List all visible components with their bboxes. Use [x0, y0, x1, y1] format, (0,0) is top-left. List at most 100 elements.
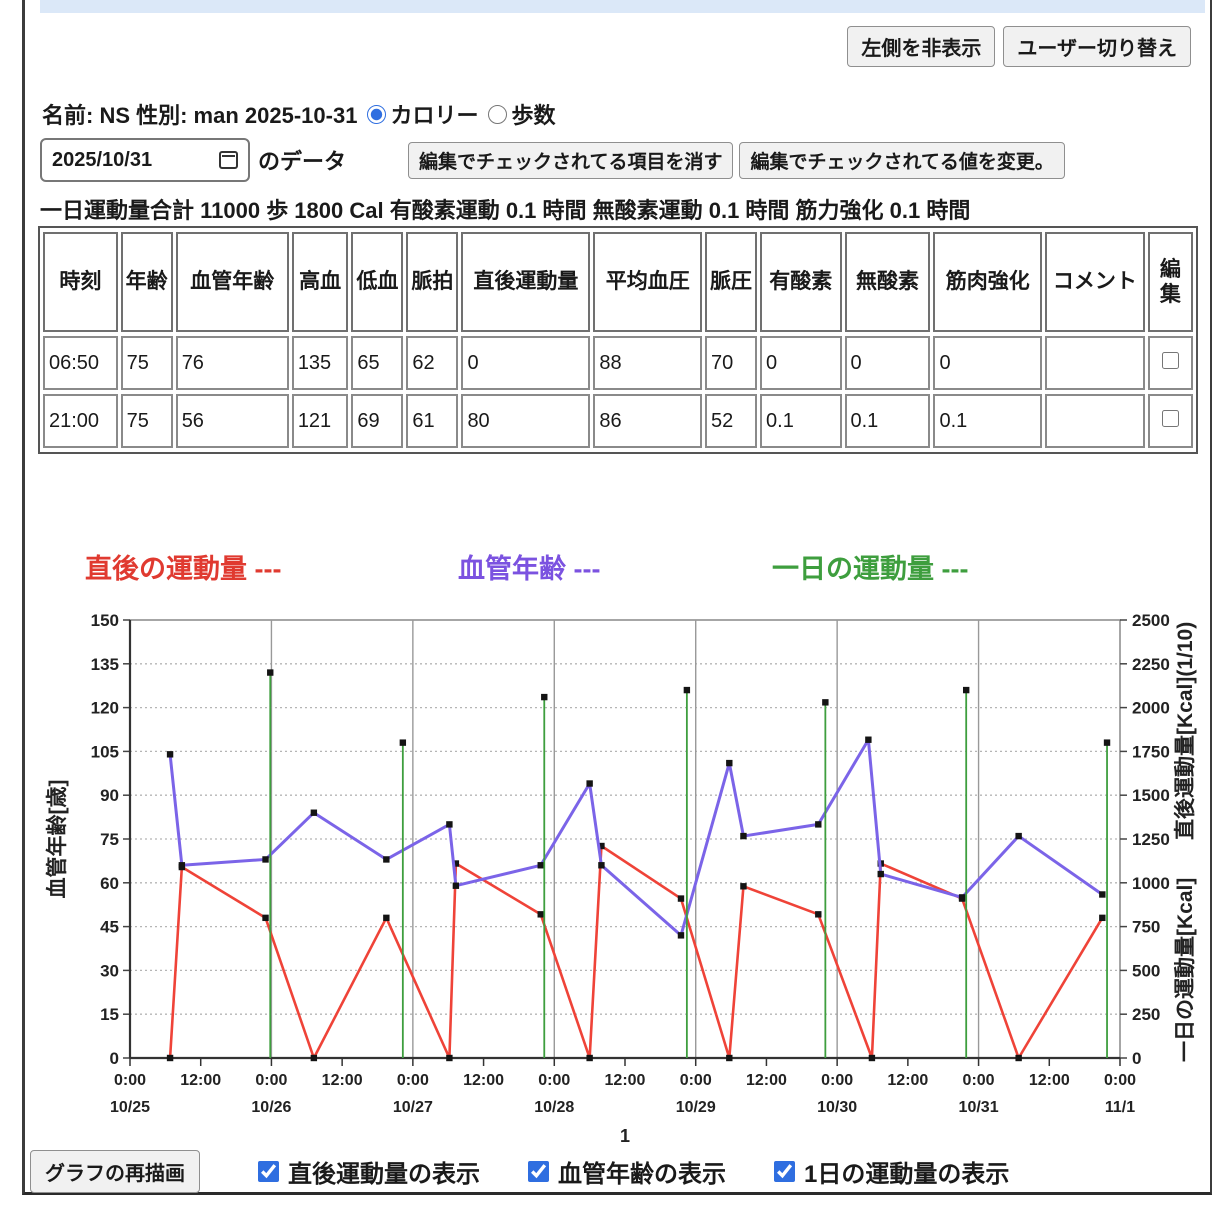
- page-frame: [22, 0, 1212, 1195]
- svg-text:12:00: 12:00: [1029, 1072, 1070, 1089]
- svg-text:0:00: 0:00: [821, 1072, 853, 1089]
- table-header-5: 脈拍: [406, 232, 459, 332]
- svg-text:10/31: 10/31: [959, 1099, 999, 1116]
- table-cell: 61: [406, 394, 459, 448]
- clear-checked-button[interactable]: 編集でチェックされてる項目を消す: [408, 141, 734, 179]
- series-checkbox-label: 直後運動量の表示: [288, 1161, 480, 1188]
- svg-text:120: 120: [91, 699, 119, 718]
- table-cell: 0.1: [933, 394, 1043, 448]
- show-series-toggle-1[interactable]: 血管年齢の表示: [528, 1154, 726, 1189]
- table-cell: 76: [175, 336, 289, 390]
- table-header-row: 時刻 年齢 血管年齢 高血 低血 脈拍 直後運動量 平均血圧 脈圧 有酸素 無酸素 筋肉強化 コメント編…: [43, 232, 1193, 332]
- radio-calorie[interactable]: [367, 104, 387, 124]
- table-cell: 121: [291, 394, 349, 448]
- calendar-icon[interactable]: [219, 151, 238, 169]
- table-cell: 70: [705, 336, 758, 390]
- svg-text:10/30: 10/30: [817, 1099, 857, 1116]
- profile-row: 名前: NS 性別: man 2025-10-31 カロリー 歩数: [42, 98, 555, 130]
- measurement-table: 時刻 年齢 血管年齢 高血 低血 脈拍 直後運動量 平均血圧 脈圧 有酸素 無酸素 筋肉強化 コメント編…: [38, 226, 1198, 454]
- radio-calorie-label[interactable]: カロリー: [367, 98, 478, 130]
- svg-text:150: 150: [91, 611, 119, 630]
- svg-text:75: 75: [100, 830, 119, 849]
- show-series-toggle-2[interactable]: 1日の運動量の表示: [774, 1154, 1009, 1189]
- table-header-2: 血管年齢: [175, 232, 289, 332]
- edit-row-checkbox[interactable]: [1161, 351, 1179, 369]
- chart: 0 0 15 250 30 500 45 750 60 1000 75 1250 90 1500 105 17…: [45, 611, 1197, 1146]
- table-cell: 0: [933, 336, 1043, 390]
- series-2: [267, 669, 1111, 1058]
- table-row: 21:00 75 56 121 69 61 80 86 52 0.1 0.1 0.1: [43, 394, 1193, 448]
- table-cell: 88: [593, 336, 703, 390]
- change-checked-button[interactable]: 編集でチェックされてる値を変更。: [739, 141, 1065, 179]
- top-blue-bar: [40, 0, 1205, 13]
- svg-text:0:00: 0:00: [538, 1072, 570, 1089]
- svg-text:12:00: 12:00: [746, 1072, 787, 1089]
- table-cell: 0: [760, 336, 842, 390]
- date-input[interactable]: 2025/10/31: [40, 138, 250, 182]
- series-1: [166, 736, 1106, 939]
- edit-row-checkbox[interactable]: [1161, 409, 1179, 427]
- table-row: 06:50 75 76 135 65 62 0 88 70 0 0 0: [43, 336, 1193, 390]
- date-value: 2025/10/31: [52, 148, 153, 171]
- redraw-graph-button[interactable]: グラフの再描画: [30, 1150, 200, 1193]
- table-cell: 21:00: [43, 394, 118, 448]
- radio-calorie-text: カロリー: [390, 103, 479, 128]
- series-checkbox-1[interactable]: [528, 1161, 549, 1182]
- svg-text:11/1: 11/1: [1105, 1099, 1135, 1116]
- y-left-axis-label: 血管年齢[歳]: [45, 780, 69, 899]
- table-body: 06:50 75 76 135 65 62 0 88 70 0 0 0 21:00 75 56 121 69 61…: [43, 336, 1193, 448]
- edit-cell: [1147, 394, 1193, 448]
- series-checkbox-label: 1日の運動量の表示: [804, 1161, 1010, 1188]
- y-right-axis-label-lower: 一日の運動量[Kcal]: [1174, 878, 1197, 1062]
- svg-text:2500: 2500: [1132, 611, 1170, 630]
- table-cell: 56: [175, 394, 289, 448]
- svg-text:0:00: 0:00: [963, 1072, 995, 1089]
- daily-summary: 一日運動量合計 11000 歩 1800 Cal 有酸素運動 0.1 時間 無酸…: [40, 198, 971, 223]
- table-header-10: 無酸素: [844, 232, 931, 332]
- svg-text:0:00: 0:00: [114, 1072, 146, 1089]
- switch-user-button[interactable]: ユーザー切り替え: [1003, 26, 1191, 67]
- table-header-9: 有酸素: [760, 232, 842, 332]
- toolbar: 左側を非表示 ユーザー切り替え: [847, 26, 1191, 67]
- svg-text:10/26: 10/26: [251, 1099, 291, 1116]
- table-cell: 75: [120, 394, 173, 448]
- profile-text: 名前: NS 性別: man 2025-10-31: [42, 103, 358, 128]
- radio-steps[interactable]: [488, 104, 508, 124]
- hide-left-button[interactable]: 左側を非表示: [847, 26, 996, 67]
- footer-controls: グラフの再描画 直後運動量の表示 血管年齢の表示 1日の運動量の表示: [30, 1150, 1009, 1193]
- x-axis-sub-label: 1: [620, 1126, 630, 1146]
- svg-text:105: 105: [91, 742, 119, 761]
- table-cell: 75: [120, 336, 173, 390]
- svg-text:0:00: 0:00: [255, 1072, 287, 1089]
- table-cell: 0.1: [844, 394, 931, 448]
- table-header-8: 脈圧: [705, 232, 758, 332]
- y-right-axis-label-upper: 直後運動量[Kcal](1/10): [1173, 622, 1197, 840]
- edit-cell: [1147, 336, 1193, 390]
- svg-text:1750: 1750: [1132, 742, 1170, 761]
- table-header-1: 年齢: [120, 232, 173, 332]
- radio-steps-label[interactable]: 歩数: [488, 98, 555, 130]
- series-checkbox-label: 血管年齢の表示: [558, 1161, 726, 1188]
- svg-text:15: 15: [100, 1005, 119, 1024]
- table-header-4: 低血: [351, 232, 404, 332]
- svg-text:90: 90: [100, 786, 119, 805]
- table-header-0: 時刻: [43, 232, 118, 332]
- show-series-toggle-0[interactable]: 直後運動量の表示: [258, 1154, 480, 1189]
- svg-text:10/27: 10/27: [393, 1099, 433, 1116]
- series-checkbox-2[interactable]: [774, 1161, 795, 1182]
- svg-text:0:00: 0:00: [397, 1072, 429, 1089]
- date-row: 2025/10/31 のデータ 編集でチェックされてる項目を消す 編集でチェック…: [40, 138, 1065, 182]
- series-checkbox-0[interactable]: [258, 1161, 279, 1182]
- table-cell: 0: [461, 336, 591, 390]
- date-suffix-label: のデータ: [258, 149, 347, 174]
- table-header-13: 編集: [1147, 232, 1193, 332]
- svg-text:2000: 2000: [1132, 699, 1170, 718]
- legend-item-1: 血管年齢 ---: [458, 554, 601, 584]
- table-cell: [1045, 394, 1145, 448]
- table-cell: 65: [351, 336, 404, 390]
- svg-text:12:00: 12:00: [322, 1072, 363, 1089]
- svg-text:135: 135: [91, 655, 119, 674]
- svg-text:2250: 2250: [1132, 655, 1170, 674]
- table-cell: 0.1: [760, 394, 842, 448]
